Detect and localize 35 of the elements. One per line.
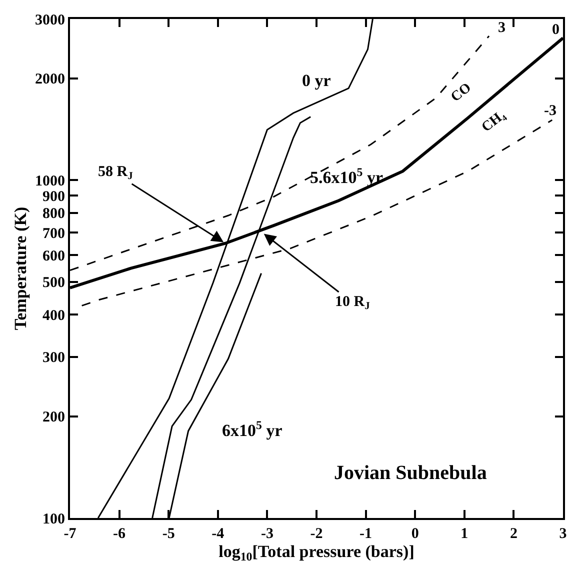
x-tick-label: -2 <box>310 526 323 542</box>
y-tick-label: 800 <box>42 206 65 222</box>
x-tick-label: -7 <box>64 526 77 542</box>
y-tick-label: 700 <box>42 226 65 242</box>
y-axis-title: Temperature (K) <box>11 206 30 330</box>
annotation: -3 <box>544 103 556 119</box>
annotation: CO <box>448 80 474 106</box>
x-tick-label: -4 <box>212 526 225 542</box>
x-axis-title: log$_{10}$[Total pressure (bars)] <box>218 542 414 564</box>
x-tick-label: -1 <box>360 526 372 542</box>
y-tick-label: 900 <box>42 188 65 205</box>
x-tick-label: -3 <box>260 526 274 542</box>
y-tick-label: 200 <box>42 410 65 426</box>
y-tick-label: 100 <box>42 511 65 528</box>
x-tick-label: 0 <box>411 526 419 542</box>
y-tick-label: 500 <box>42 275 65 292</box>
y-tick-label: 300 <box>42 350 65 366</box>
y-tick-label: 2000 <box>35 72 65 88</box>
y-tick-label: 1000 <box>35 173 65 190</box>
x-tick-label: 1 <box>460 526 468 542</box>
annotation: Jovian Subnebula <box>334 462 487 484</box>
y-tick-label: 400 <box>42 308 65 324</box>
y-tick-label: 3000 <box>35 12 65 28</box>
annotation: 3 <box>498 20 506 36</box>
annotation: 6x10$^{5}$ yr <box>222 418 283 440</box>
annotation: 10 R$_{J}$ <box>335 294 370 312</box>
y-tick-label: 600 <box>42 248 65 264</box>
annotation: CH₄ <box>479 108 509 136</box>
x-tick-label: -5 <box>162 526 175 542</box>
annotation: 58 R$_{J}$ <box>98 164 133 182</box>
x-tick-label: -6 <box>113 526 126 542</box>
annotation: 0 yr <box>302 71 332 90</box>
x-tick-label: 2 <box>510 526 518 542</box>
annotation: 0 <box>552 22 560 38</box>
x-tick-label: 3 <box>559 526 567 542</box>
